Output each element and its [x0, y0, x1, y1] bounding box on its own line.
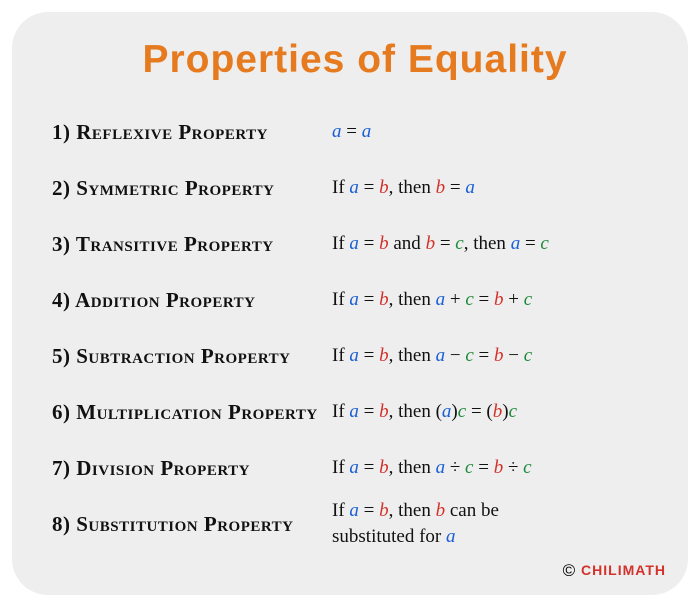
property-formula: If a = b, then a ÷ c = b ÷ c	[332, 455, 532, 481]
property-name: 8) Substitution Property	[52, 512, 332, 537]
property-name: 7) Division Property	[52, 456, 332, 481]
credit: © CHILIMATH	[563, 561, 666, 581]
property-row: 3) Transitive PropertyIf a = b and b = c…	[52, 216, 658, 272]
property-row: 2) Symmetric PropertyIf a = b, then b = …	[52, 160, 658, 216]
property-formula: If a = b and b = c, then a = c	[332, 231, 549, 257]
properties-list: 1) Reflexive Propertya = a2) Symmetric P…	[52, 104, 658, 552]
property-row: 5) Subtraction PropertyIf a = b, then a …	[52, 328, 658, 384]
property-formula: If a = b, then a − c = b − c	[332, 343, 532, 369]
property-name: 6) Multiplication Property	[52, 400, 332, 425]
property-row: 8) Substitution PropertyIf a = b, then b…	[52, 496, 658, 552]
property-name: 3) Transitive Property	[52, 232, 332, 257]
property-formula: If a = b, then a + c = b + c	[332, 287, 532, 313]
copyright-icon: ©	[563, 561, 577, 580]
property-formula: If a = b, then (a)c = (b)c	[332, 399, 517, 425]
property-row: 1) Reflexive Propertya = a	[52, 104, 658, 160]
property-name: 1) Reflexive Property	[52, 120, 332, 145]
property-row: 6) Multiplication PropertyIf a = b, then…	[52, 384, 658, 440]
property-row: 4) Addition PropertyIf a = b, then a + c…	[52, 272, 658, 328]
property-name: 5) Subtraction Property	[52, 344, 332, 369]
property-formula: If a = b, then b can besubstituted for a	[332, 498, 499, 549]
property-row: 7) Division PropertyIf a = b, then a ÷ c…	[52, 440, 658, 496]
property-name: 2) Symmetric Property	[52, 176, 332, 201]
brand-label: CHILIMATH	[581, 562, 666, 578]
page-title: Properties of Equality	[52, 38, 658, 82]
info-card: Properties of Equality 1) Reflexive Prop…	[12, 12, 688, 595]
property-name: 4) Addition Property	[52, 288, 332, 313]
property-formula: If a = b, then b = a	[332, 175, 475, 201]
property-formula: a = a	[332, 119, 371, 145]
